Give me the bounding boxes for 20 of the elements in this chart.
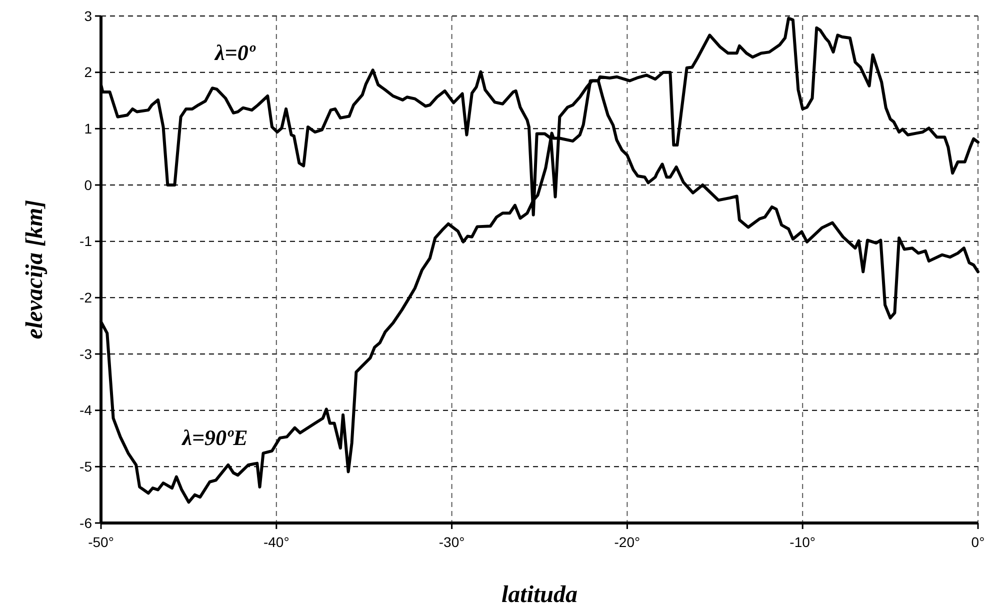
y-tick-label: 1 bbox=[84, 120, 92, 137]
y-tick-label: -3 bbox=[80, 346, 92, 362]
x-tick-label: 0° bbox=[971, 534, 985, 550]
y-axis-title: elevacija [km] bbox=[22, 200, 48, 340]
series-label: λ=90ºE bbox=[181, 425, 248, 450]
x-axis-title: latituda bbox=[501, 582, 578, 608]
x-tick-label: -50° bbox=[88, 534, 114, 550]
series-label: λ=0º bbox=[214, 40, 256, 65]
y-tick-label: 0 bbox=[84, 176, 92, 193]
y-tick-label: -1 bbox=[80, 233, 92, 250]
y-tick-label: 3 bbox=[84, 8, 92, 24]
y-tick-label: -4 bbox=[80, 402, 92, 418]
x-tick-label: -20° bbox=[614, 534, 640, 550]
y-tick-label: -6 bbox=[80, 514, 92, 531]
y-tick-label: -2 bbox=[80, 290, 92, 306]
x-tick-label: -10° bbox=[790, 534, 816, 550]
x-tick-label: -40° bbox=[263, 534, 290, 550]
y-tick-label: -5 bbox=[80, 458, 92, 475]
y-tick-label: 2 bbox=[84, 64, 92, 80]
x-tick-label: -30° bbox=[438, 534, 465, 550]
